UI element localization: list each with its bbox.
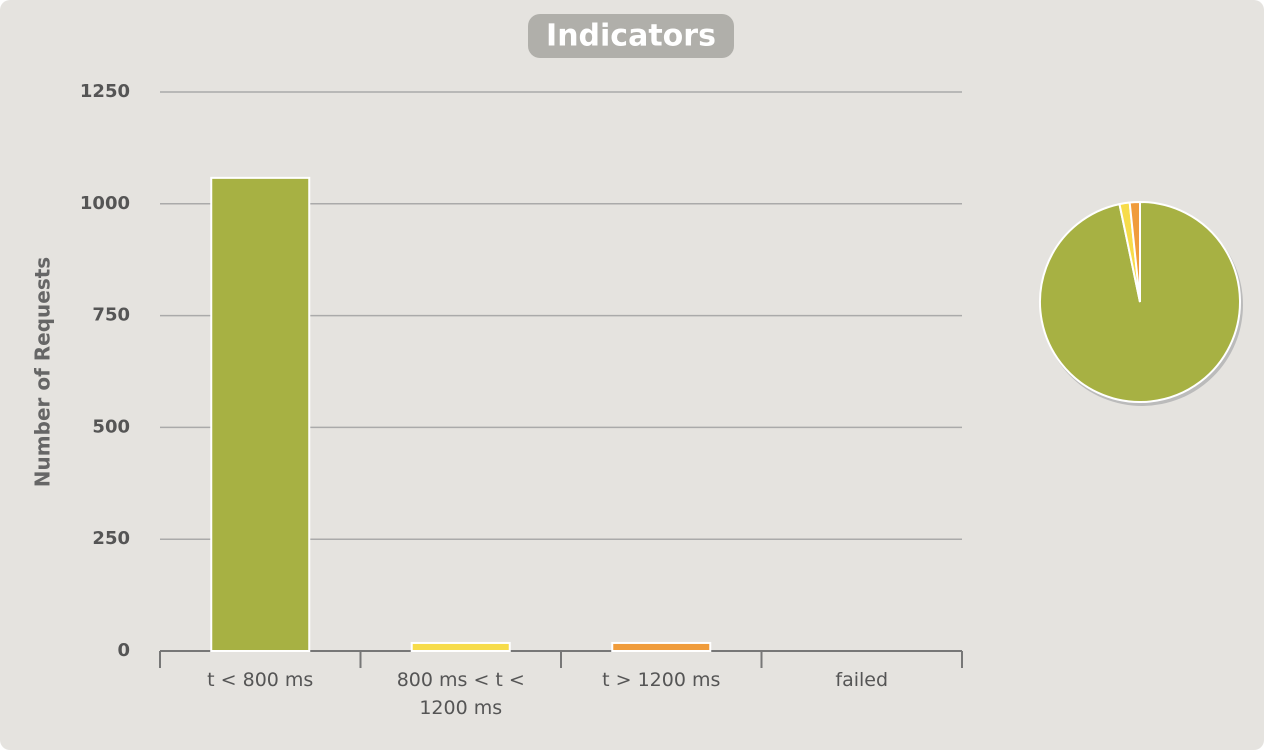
title-pill <box>528 14 734 58</box>
bar <box>210 176 311 652</box>
y-tick-label: 1000 <box>80 193 130 214</box>
y-tick-label: 0 <box>117 640 130 661</box>
chart-title: Indicators <box>546 19 716 54</box>
x-tick-label: t < 800 ms <box>207 669 314 691</box>
y-tick-label: 750 <box>92 305 130 326</box>
y-tick-label: 1250 <box>80 81 130 102</box>
bar <box>611 641 712 652</box>
x-tick-label: t > 1200 ms <box>602 669 721 691</box>
bar <box>410 641 511 652</box>
y-tick-label: 500 <box>92 416 130 437</box>
y-axis-label: Number of Requests <box>31 257 55 487</box>
x-tick-label: failed <box>835 669 889 691</box>
y-tick-label: 250 <box>92 528 130 549</box>
x-tick-label: 800 ms < t < 1200 ms <box>396 669 525 719</box>
pie-slice <box>1128 200 1141 303</box>
